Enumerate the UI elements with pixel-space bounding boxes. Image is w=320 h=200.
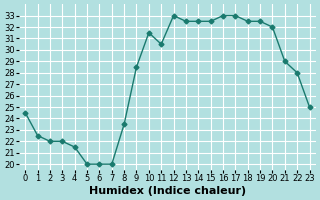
X-axis label: Humidex (Indice chaleur): Humidex (Indice chaleur) bbox=[89, 186, 246, 196]
